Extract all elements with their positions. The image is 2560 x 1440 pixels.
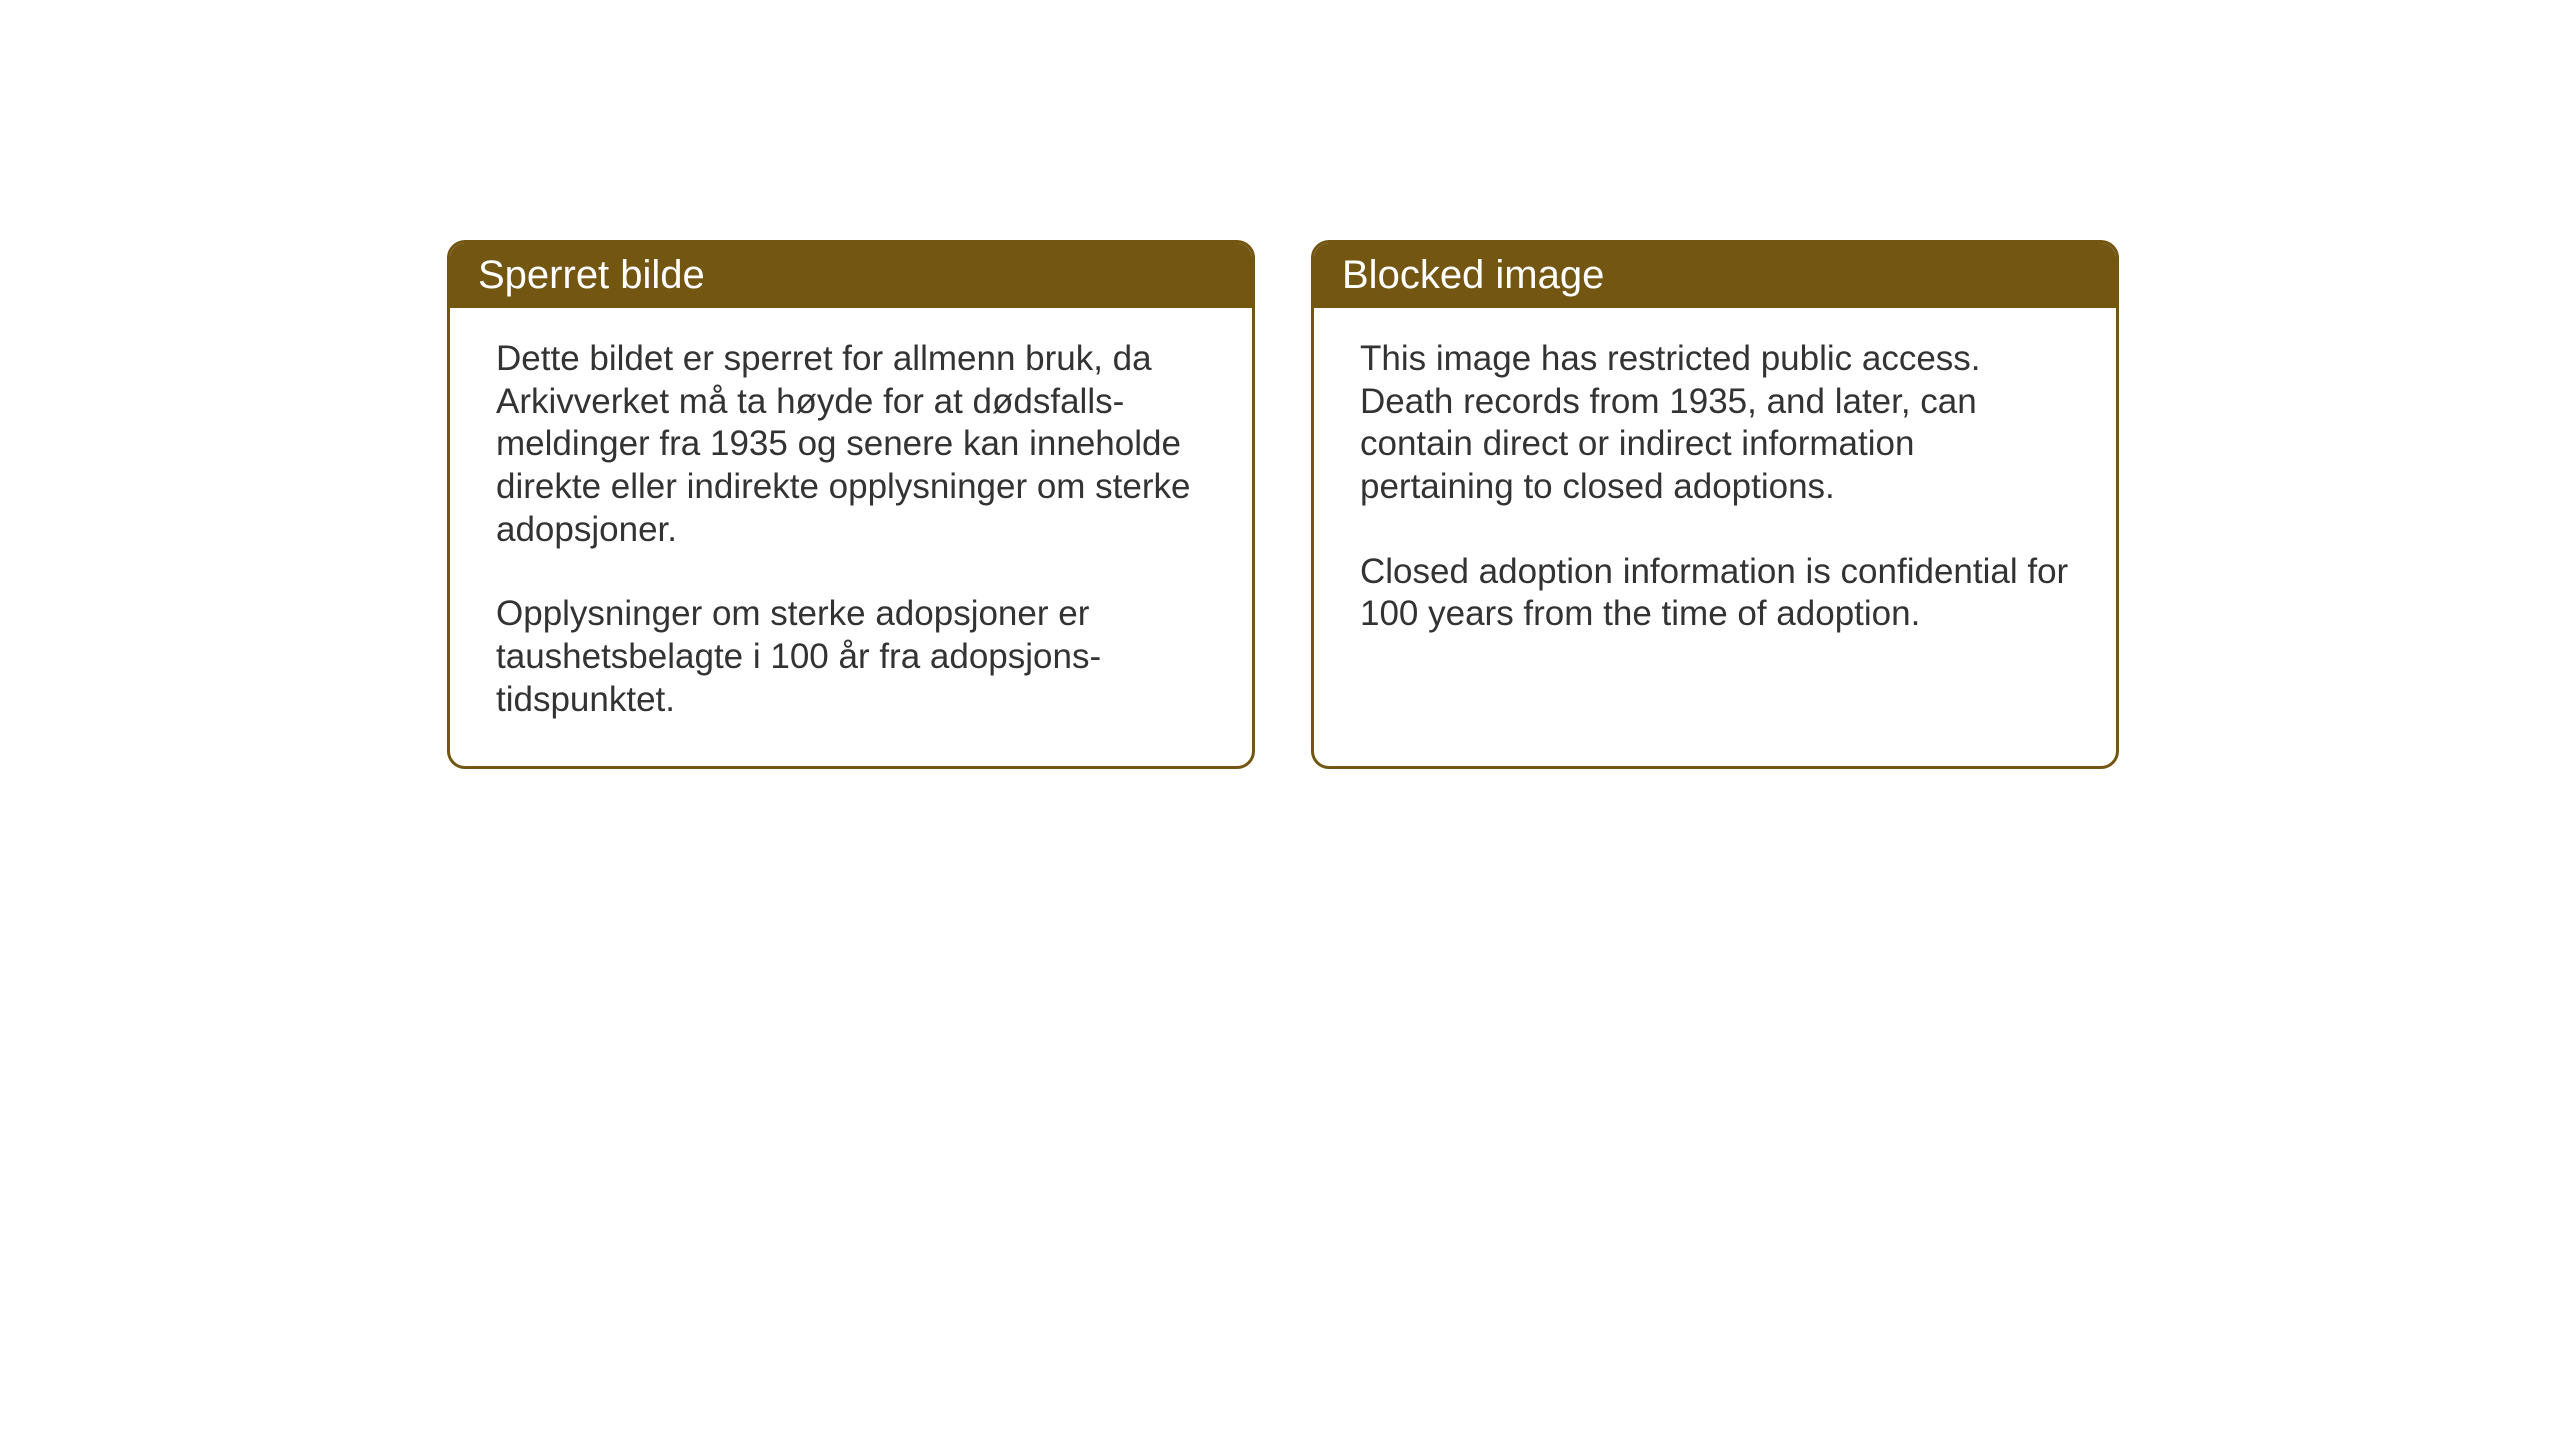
card-body-norwegian: Dette bildet er sperret for allmenn bruk… — [450, 308, 1252, 766]
cards-container: Sperret bilde Dette bildet er sperret fo… — [447, 240, 2119, 769]
card-paragraph1-norwegian: Dette bildet er sperret for allmenn bruk… — [496, 338, 1206, 551]
card-english: Blocked image This image has restricted … — [1311, 240, 2119, 769]
card-title-norwegian: Sperret bilde — [478, 253, 705, 297]
card-paragraph2-norwegian: Opplysninger om sterke adopsjoner er tau… — [496, 593, 1206, 721]
card-title-english: Blocked image — [1342, 253, 1604, 297]
card-norwegian: Sperret bilde Dette bildet er sperret fo… — [447, 240, 1255, 769]
card-header-english: Blocked image — [1314, 243, 2116, 308]
card-header-norwegian: Sperret bilde — [450, 243, 1252, 308]
card-body-english: This image has restricted public access.… — [1314, 308, 2116, 680]
card-paragraph2-english: Closed adoption information is confident… — [1360, 551, 2070, 636]
card-paragraph1-english: This image has restricted public access.… — [1360, 338, 2070, 509]
